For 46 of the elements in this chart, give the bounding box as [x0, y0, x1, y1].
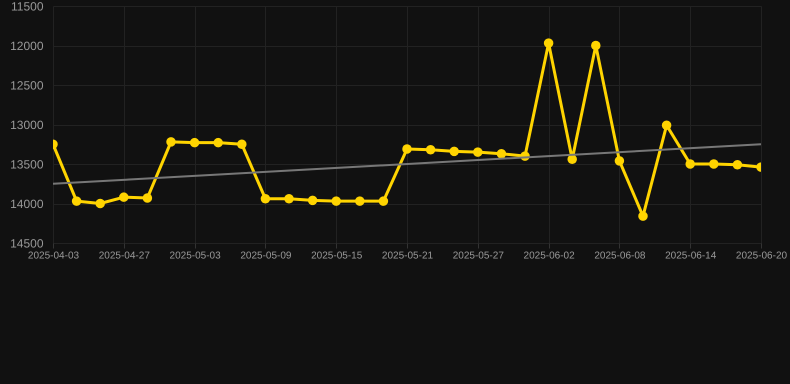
point — [732, 160, 742, 170]
point — [284, 194, 294, 204]
x-tick-label: 2025-05-03 — [170, 250, 222, 262]
point — [473, 147, 483, 157]
y-tick-label: 13500 — [10, 158, 44, 172]
point — [308, 196, 318, 206]
y-tick-label: 12000 — [10, 39, 44, 53]
point — [142, 193, 152, 203]
point — [166, 137, 176, 147]
x-tick-label: 2025-04-03 — [28, 250, 80, 262]
point — [260, 194, 270, 204]
point — [237, 140, 247, 149]
y-tick-label: 14500 — [10, 236, 44, 250]
point — [591, 40, 601, 50]
point — [72, 196, 82, 206]
y-tick-label: 14000 — [10, 197, 44, 211]
x-tick-label: 2025-06-20 — [736, 250, 788, 262]
point — [638, 211, 648, 221]
x-tick-label: 2025-05-15 — [311, 250, 363, 262]
point — [662, 120, 672, 130]
point — [496, 148, 506, 158]
point — [95, 198, 105, 208]
x-tick-label: 2025-04-27 — [98, 250, 150, 262]
point — [355, 196, 365, 206]
point — [119, 192, 129, 202]
x-tick-label: 2025-05-21 — [382, 250, 434, 262]
point — [567, 154, 577, 164]
x-tick-label: 2025-06-08 — [594, 250, 646, 262]
point — [614, 156, 624, 166]
point — [685, 159, 695, 169]
point — [544, 38, 554, 48]
point — [213, 138, 223, 148]
x-tick-label: 2025-05-09 — [240, 250, 292, 262]
y-tick-label: 11500 — [11, 0, 44, 14]
x-tick-label: 2025-05-27 — [452, 250, 504, 262]
point — [190, 138, 200, 148]
y-tick-label: 13000 — [10, 118, 44, 132]
point — [402, 144, 412, 154]
x-tick-label: 2025-06-02 — [524, 250, 576, 262]
y-tick-label: 12500 — [10, 78, 44, 92]
point — [378, 196, 388, 206]
point — [426, 145, 436, 155]
point — [449, 146, 459, 156]
point — [709, 159, 719, 169]
x-tick-label: 2025-06-14 — [665, 250, 717, 262]
point — [331, 196, 341, 206]
